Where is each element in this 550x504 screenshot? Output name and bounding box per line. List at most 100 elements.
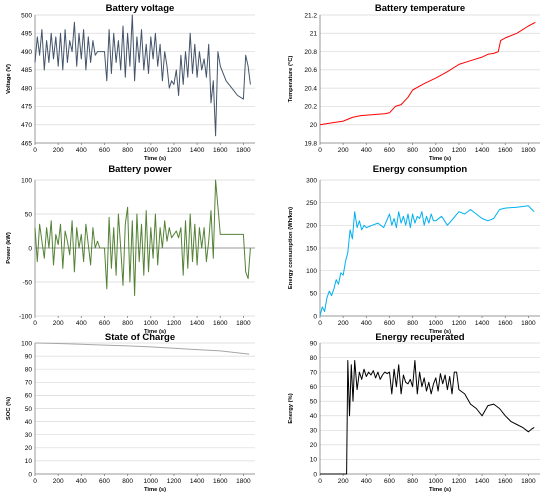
y-tick-label: 20	[310, 122, 318, 129]
x-tick-label: 200	[53, 478, 64, 485]
x-tick-label: 1400	[475, 147, 490, 154]
y-tick-label: 90	[310, 340, 318, 347]
x-tick-label: 800	[407, 320, 418, 327]
series-line	[320, 360, 535, 475]
x-tick-label: 600	[99, 320, 110, 327]
y-tick-label: 40	[25, 419, 33, 426]
y-tick-label: 40	[310, 413, 318, 420]
x-tick-label: 1800	[521, 147, 536, 154]
y-tick-label: 70	[310, 369, 318, 376]
x-tick-label: 1200	[452, 478, 467, 485]
y-axis-label: Energy consumption (Wh/km)	[288, 207, 294, 289]
x-tick-label: 1400	[190, 147, 205, 154]
x-tick-label: 0	[318, 478, 322, 485]
chart-3: 0 50 100 150 200 250 300 0 200 400 600 800 1000 1200 1…	[288, 164, 540, 335]
x-tick-label: 1800	[236, 147, 251, 154]
x-tick-label: 200	[338, 320, 349, 327]
series-line	[34, 342, 250, 355]
chart-0: 465 470 475 480 485 490 495 500 0 200 400 600 800 100…	[6, 3, 255, 162]
x-tick-label: 1200	[167, 478, 182, 485]
x-tick-label: 1600	[213, 147, 228, 154]
x-tick-label: 1400	[475, 478, 490, 485]
y-tick-label: 495	[21, 31, 32, 38]
y-tick-label: 80	[25, 367, 33, 374]
y-tick-label: 0	[28, 471, 32, 478]
y-tick-label: 20.6	[304, 67, 317, 74]
x-tick-label: 400	[76, 478, 87, 485]
y-tick-label: 200	[306, 223, 317, 230]
chart-5: 0 10 20 30 40 50 60 70 80 90 0 200 400 600 800 1000 1200…	[288, 332, 540, 493]
x-tick-label: 1400	[190, 320, 205, 327]
y-tick-label: 90	[25, 353, 33, 360]
y-tick-label: 20.8	[304, 49, 317, 56]
y-tick-label: 485	[21, 67, 32, 74]
chart-title: Energy consumption	[373, 164, 468, 175]
y-tick-label: 20	[25, 445, 33, 452]
x-tick-label: 1200	[452, 320, 467, 327]
x-tick-label: 1800	[521, 320, 536, 327]
x-tick-label: 600	[384, 320, 395, 327]
x-tick-label: 200	[338, 478, 349, 485]
y-tick-label: 0	[28, 245, 32, 252]
chart-title: Battery power	[108, 164, 172, 175]
x-tick-label: 0	[33, 320, 37, 327]
y-tick-label: 10	[25, 458, 33, 465]
x-tick-label: 0	[33, 478, 37, 485]
x-axis-label: Time (s)	[429, 329, 451, 335]
y-axis-label: Temperature (°C)	[288, 56, 294, 103]
x-tick-label: 200	[53, 147, 64, 154]
x-tick-label: 800	[407, 478, 418, 485]
x-tick-label: 1800	[236, 478, 251, 485]
x-tick-label: 1000	[429, 320, 444, 327]
y-tick-label: 70	[25, 380, 33, 387]
y-tick-label: 475	[21, 104, 32, 111]
x-tick-label: 1800	[521, 478, 536, 485]
y-tick-label: 465	[21, 140, 32, 147]
y-tick-label: 490	[21, 49, 32, 56]
x-tick-label: 400	[361, 478, 372, 485]
y-tick-label: 50	[310, 399, 318, 406]
x-tick-label: 1800	[236, 320, 251, 327]
y-tick-label: -100	[19, 313, 32, 320]
x-tick-label: 1600	[498, 320, 513, 327]
x-tick-label: 0	[318, 147, 322, 154]
y-tick-label: 20.2	[304, 104, 317, 111]
y-tick-label: 0	[313, 313, 317, 320]
x-tick-label: 1200	[167, 320, 182, 327]
y-tick-label: 100	[21, 177, 32, 184]
series-line	[319, 21, 536, 126]
y-tick-label: 30	[310, 428, 318, 435]
x-tick-label: 200	[53, 320, 64, 327]
x-tick-label: 400	[361, 320, 372, 327]
x-tick-label: 1000	[144, 478, 159, 485]
series-line	[34, 14, 251, 137]
x-tick-label: 1000	[429, 478, 444, 485]
y-tick-label: 0	[313, 471, 317, 478]
x-tick-label: 800	[122, 147, 133, 154]
x-tick-label: 400	[76, 320, 87, 327]
x-axis-label: Time (s)	[429, 156, 451, 162]
x-tick-label: 600	[384, 147, 395, 154]
x-tick-label: 1600	[213, 320, 228, 327]
x-tick-label: 1600	[498, 147, 513, 154]
x-tick-label: 1600	[498, 478, 513, 485]
y-tick-label: 500	[21, 12, 32, 19]
y-tick-label: 100	[306, 268, 317, 275]
y-tick-label: 480	[21, 85, 32, 92]
x-tick-label: 1200	[167, 147, 182, 154]
x-tick-label: 1400	[190, 478, 205, 485]
x-axis-label: Time (s)	[144, 329, 166, 335]
x-tick-label: 600	[99, 147, 110, 154]
y-tick-label: 50	[25, 406, 33, 413]
y-tick-label: 50	[25, 211, 33, 218]
y-tick-label: 50	[310, 291, 318, 298]
y-tick-label: 19.8	[304, 140, 317, 147]
y-tick-label: 150	[306, 245, 317, 252]
x-tick-label: 0	[318, 320, 322, 327]
chart-1: 19.8 20 20.2 20.4 20.6 20.8 21 21.2 0 200 400 600 80…	[288, 3, 540, 162]
x-tick-label: 0	[33, 147, 37, 154]
x-tick-label: 1000	[429, 147, 444, 154]
